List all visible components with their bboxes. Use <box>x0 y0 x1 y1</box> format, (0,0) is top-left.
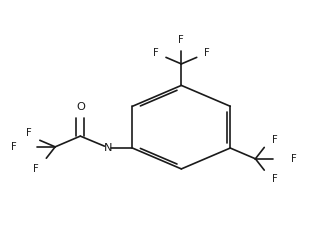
Text: F: F <box>11 142 17 152</box>
Text: O: O <box>76 102 85 112</box>
Text: F: F <box>204 48 210 58</box>
Text: N: N <box>104 143 112 153</box>
Text: F: F <box>272 174 278 185</box>
Text: F: F <box>33 164 39 174</box>
Text: F: F <box>291 154 297 164</box>
Text: F: F <box>272 135 278 145</box>
Text: F: F <box>153 48 158 58</box>
Text: F: F <box>27 127 32 138</box>
Text: F: F <box>179 35 184 45</box>
